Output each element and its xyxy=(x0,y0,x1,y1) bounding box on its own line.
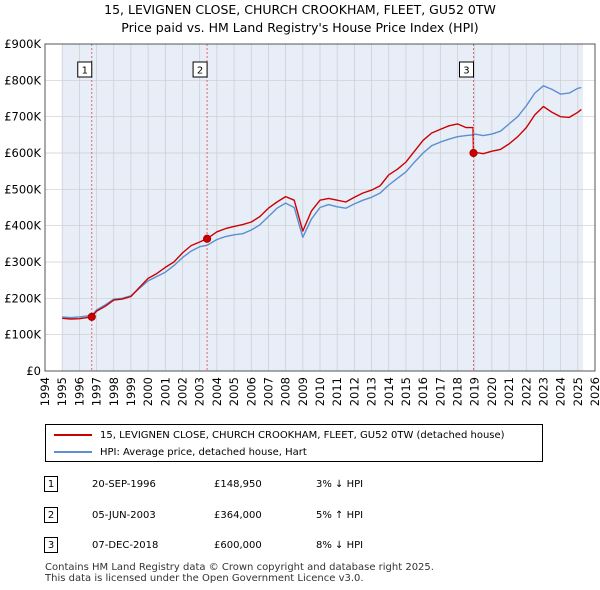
footer-copyright: Contains HM Land Registry data © Crown c… xyxy=(45,562,434,573)
legend-swatch-property xyxy=(54,434,92,436)
x-tick-label: 2012 xyxy=(347,377,361,406)
sale-label: 1 xyxy=(82,66,88,77)
transaction-hpi-diff: 5% ↑ HPI xyxy=(316,510,364,521)
y-tick-label: £200K xyxy=(4,291,41,305)
x-tick-label: 1996 xyxy=(72,377,86,406)
x-tick-label: 1998 xyxy=(107,377,121,406)
transaction-row: 1 20-SEP-1996 £148,950 3% ↓ HPI xyxy=(44,476,564,496)
x-tick-label: 2008 xyxy=(279,377,293,406)
transaction-row: 2 05-JUN-2003 £364,000 5% ↑ HPI xyxy=(44,507,564,527)
x-tick-label: 2003 xyxy=(193,377,207,406)
footer-licence: This data is licensed under the Open Gov… xyxy=(45,573,364,584)
x-tick-label: 2017 xyxy=(433,377,447,406)
transaction-price: £148,950 xyxy=(214,479,262,490)
transaction-price: £600,000 xyxy=(214,540,262,551)
x-tick-label: 2007 xyxy=(261,377,275,406)
transaction-number: 1 xyxy=(44,476,58,492)
x-tick-label: 2023 xyxy=(536,377,550,406)
x-tick-label: 2013 xyxy=(365,377,379,406)
x-tick-label: 2020 xyxy=(485,377,499,406)
chart-subtitle: Price paid vs. HM Land Registry's House … xyxy=(121,20,479,35)
x-tick-label: 2009 xyxy=(296,377,310,406)
x-tick-label: 2004 xyxy=(210,377,224,406)
plot-frame xyxy=(44,43,596,372)
y-tick-label: £100K xyxy=(4,328,41,342)
transaction-hpi-diff: 3% ↓ HPI xyxy=(316,479,364,490)
x-tick-label: 2022 xyxy=(519,377,533,406)
x-tick-label: 2018 xyxy=(451,377,465,406)
x-tick-label: 2016 xyxy=(416,377,430,406)
transaction-date: 20-SEP-1996 xyxy=(92,479,156,490)
x-tick-label: 2002 xyxy=(176,377,190,406)
x-tick-label: 2024 xyxy=(554,377,568,406)
legend-swatch-hpi xyxy=(54,451,92,453)
y-tick-label: £600K xyxy=(4,146,41,160)
y-tick-label: £500K xyxy=(4,182,41,196)
x-tick-label: 2010 xyxy=(313,377,327,406)
x-tick-label: 1995 xyxy=(55,377,69,406)
x-tick-label: 2021 xyxy=(502,377,516,406)
transaction-number: 2 xyxy=(44,507,58,523)
transaction-number: 3 xyxy=(44,537,58,553)
x-tick-label: 2015 xyxy=(399,377,413,406)
sale-point xyxy=(469,148,478,158)
y-tick-label: £400K xyxy=(4,219,41,233)
transaction-hpi-diff: 8% ↓ HPI xyxy=(316,540,364,551)
transaction-date: 07-DEC-2018 xyxy=(92,540,159,551)
y-tick-label: £800K xyxy=(4,73,41,87)
sale-label-box xyxy=(192,61,208,78)
x-tick-label: 1997 xyxy=(90,377,104,406)
x-tick-label: 2000 xyxy=(141,377,155,406)
transaction-price: £364,000 xyxy=(214,510,262,521)
x-tick-label: 1994 xyxy=(38,377,52,406)
x-tick-label: 2011 xyxy=(330,377,344,406)
x-tick-label: 2005 xyxy=(227,377,241,406)
x-tick-label: 2026 xyxy=(588,377,600,406)
sale-label-box xyxy=(77,61,93,78)
hpi-line xyxy=(62,85,582,319)
transaction-date: 05-JUN-2003 xyxy=(92,510,156,521)
legend-label-property: 15, LEVIGNEN CLOSE, CHURCH CROOKHAM, FLE… xyxy=(100,429,505,441)
property-price-line xyxy=(62,105,582,320)
x-tick-label: 2001 xyxy=(158,377,172,406)
legend-item-hpi: HPI: Average price, detached house, Hart xyxy=(54,444,307,460)
x-tick-label: 1999 xyxy=(124,377,138,406)
y-tick-label: £900K xyxy=(4,37,41,51)
y-tick-label: £300K xyxy=(4,255,41,269)
legend-label-hpi: HPI: Average price, detached house, Hart xyxy=(100,446,307,458)
x-tick-label: 2006 xyxy=(244,377,258,406)
x-tick-label: 2019 xyxy=(468,377,482,406)
transaction-row: 3 07-DEC-2018 £600,000 8% ↓ HPI xyxy=(44,537,564,557)
x-tick-label: 2025 xyxy=(571,377,585,406)
y-tick-label: £0 xyxy=(26,364,41,378)
sale-point xyxy=(87,312,96,321)
data-range-shade xyxy=(62,44,583,371)
x-tick-label: 2014 xyxy=(382,377,396,406)
sale-point xyxy=(202,234,212,243)
y-tick-label: £700K xyxy=(4,110,41,124)
sale-label: 2 xyxy=(197,66,203,77)
sale-label-box xyxy=(458,61,474,78)
sale-label: 3 xyxy=(463,66,469,77)
legend: 15, LEVIGNEN CLOSE, CHURCH CROOKHAM, FLE… xyxy=(45,424,543,462)
chart-title: 15, LEVIGNEN CLOSE, CHURCH CROOKHAM, FLE… xyxy=(104,2,496,17)
legend-item-property: 15, LEVIGNEN CLOSE, CHURCH CROOKHAM, FLE… xyxy=(54,427,505,443)
price-chart: 1 2 3 £0 £100K £200K £300K £400K £500K £600K £700… xyxy=(4,37,600,406)
